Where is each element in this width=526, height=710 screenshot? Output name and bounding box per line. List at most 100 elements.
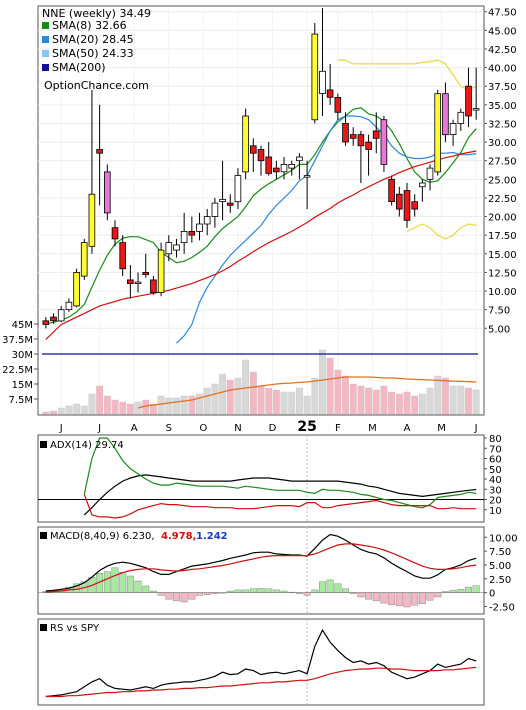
candle [472, 108, 480, 111]
macd-hist-bar [326, 579, 334, 593]
x-tick-label: N [234, 423, 241, 434]
candles [42, 8, 480, 329]
volume-bar [180, 395, 188, 415]
macd-label: MACD(8,40,9) 6.230, [50, 531, 155, 542]
volume-bar [73, 403, 81, 415]
macd-hist-bar [395, 592, 403, 607]
legend-swatch-sma8 [42, 22, 49, 29]
candle [65, 301, 73, 311]
legend-sma200: SMA(200) [52, 61, 106, 74]
volume-bar [96, 385, 104, 415]
macd-hist-bar [265, 588, 273, 593]
candle [288, 163, 295, 169]
macd-hist-bar [303, 592, 311, 596]
candle [234, 175, 242, 203]
volume-bar [65, 405, 73, 415]
macd-hist-bar [319, 581, 326, 593]
macd-hist-bar [411, 592, 419, 606]
volume-bar [203, 387, 211, 415]
volume-bar [257, 385, 265, 415]
candle [372, 130, 380, 139]
adx-legend: ADX(14) 29.74 [40, 440, 124, 451]
x-tick-label: D [269, 423, 277, 434]
rs-label: RS vs SPY [50, 623, 100, 634]
macd-hist-bar [342, 588, 349, 593]
legend-sma20: SMA(20) 28.45 [52, 33, 134, 46]
x-tick-label: F [335, 423, 341, 434]
volume-bar [418, 393, 426, 415]
macd-panel-frame [37, 526, 485, 615]
volume-bar [265, 387, 273, 415]
x-tick-label: S [166, 423, 172, 434]
x-tick-label: A [131, 423, 138, 434]
volume-bar [326, 357, 334, 415]
legend-swatch-sma20 [42, 36, 49, 43]
legend-sma50: SMA(50) 24.33 [52, 47, 134, 60]
legend-swatch-sma200 [42, 64, 49, 71]
volume-tick-label: 15M [12, 380, 33, 391]
rs-panel [45, 628, 477, 698]
line-upper_band [337, 59, 477, 91]
legend-title: NNE (weekly) 34.49 [42, 7, 151, 20]
x-tick-label: A [404, 423, 411, 434]
macd-hist-bar [418, 592, 426, 604]
volume-bar [357, 385, 365, 415]
x-tick-label: M [368, 423, 377, 434]
candle [365, 141, 372, 150]
macd-hist-bar [457, 589, 465, 593]
candle [395, 193, 403, 210]
volume-tick-label: 22.5M [2, 365, 33, 376]
volume-bar [395, 393, 403, 415]
line-adx [83, 474, 477, 516]
volume-bar [334, 369, 342, 415]
price-tick-label: 5.00 [488, 324, 510, 335]
candle [349, 134, 357, 139]
volume-bar [296, 387, 303, 415]
volume-bar [219, 373, 227, 415]
volume-bar [411, 395, 419, 415]
candle [403, 190, 411, 221]
candle [357, 134, 365, 147]
macd-hist-bar [126, 575, 134, 593]
macd-hist-bar [242, 589, 250, 593]
indicator-tick-label: 10.00 [489, 533, 518, 544]
candle [296, 156, 303, 162]
price-lines [42, 59, 478, 355]
candle [57, 309, 65, 322]
adx-label: ADX(14) 29.74 [50, 440, 124, 451]
volume-tick-label: 37.5M [2, 335, 33, 346]
candle [442, 93, 449, 136]
x-tick-label: 25 [297, 419, 316, 435]
volume-bars [42, 349, 480, 415]
line-sma8 [45, 107, 477, 325]
rs-swatch [40, 624, 47, 631]
line-macd_signal [45, 543, 477, 593]
candle [96, 149, 103, 154]
volume-bar [280, 391, 288, 415]
line-rs [45, 628, 477, 698]
indicator-tick-label: 30 [489, 485, 502, 496]
volume-bar [449, 385, 457, 415]
volume-bar [442, 377, 449, 415]
candle [119, 242, 127, 270]
volume-average-line [137, 376, 477, 409]
price-tick-label: 35.00 [488, 101, 517, 112]
volume-bar [249, 371, 257, 415]
volume-bar [150, 403, 157, 415]
volume-bar [50, 410, 57, 415]
price-tick-label: 22.50 [488, 194, 517, 205]
macd-hist-bar [449, 590, 457, 593]
volume-bar [342, 375, 349, 415]
macd-value-blue: 1.242 [196, 531, 228, 542]
volume-bar [211, 383, 219, 415]
candle [219, 198, 226, 202]
macd-hist-bar [119, 572, 127, 593]
volume-tick-label: 30M [12, 350, 33, 361]
price-tick-label: 42.50 [488, 45, 517, 56]
line-rs_ma [45, 666, 477, 698]
x-tick-label: O [199, 423, 207, 434]
macd-hist-bar [103, 571, 111, 593]
volume-bar [126, 403, 134, 415]
price-tick-label: 37.50 [488, 82, 517, 93]
